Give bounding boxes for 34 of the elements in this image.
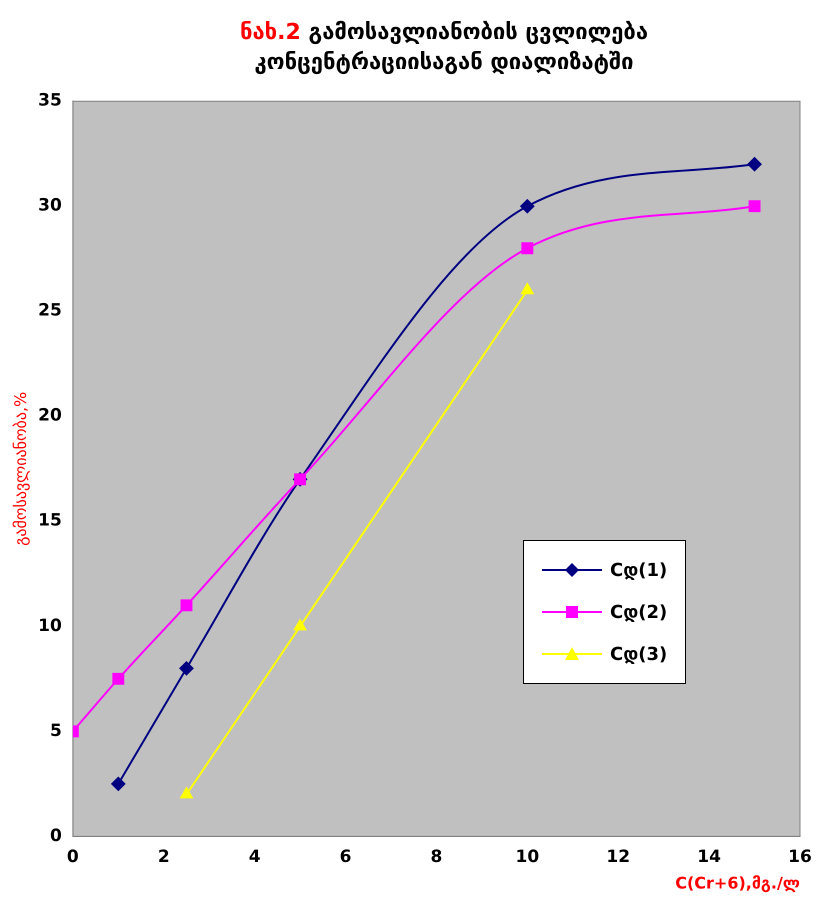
- legend-label: Cდ(3): [610, 644, 668, 664]
- x-tick-label: 8: [430, 847, 442, 868]
- x-tick-label: 0: [66, 847, 79, 868]
- point: [520, 199, 534, 214]
- x-tick-label: 14: [697, 847, 722, 868]
- x-tick-label: 12: [606, 847, 630, 868]
- y-tick-label: 5: [50, 720, 62, 741]
- point: [521, 242, 534, 254]
- point: [521, 283, 534, 294]
- x-tick-label: 6: [340, 847, 352, 868]
- y-tick-label: 35: [38, 90, 62, 111]
- chart-title: ნახ.2 გამოსავლიანობის ცვლილება კონცენტრაციისაგან დიალიზატში: [240, 20, 648, 75]
- point: [180, 599, 192, 612]
- x-axis-title: C(Cr+6),მგ./ლ: [675, 874, 800, 893]
- point: [112, 672, 124, 685]
- x-tick-label: 2: [158, 847, 170, 868]
- x-tick-label: 4: [248, 847, 261, 868]
- y-tick-label: 15: [38, 510, 62, 531]
- point: [748, 200, 761, 212]
- x-tick-label: 10: [515, 847, 540, 868]
- point: [294, 619, 306, 630]
- legend-label: Cდ(1): [610, 560, 668, 580]
- y-tick-label: 20: [38, 406, 62, 426]
- y-tick-label: 25: [38, 300, 62, 321]
- x-tick-label: 16: [788, 847, 812, 868]
- y-tick-label: 30: [38, 196, 62, 216]
- y-tick-label: 10: [38, 616, 62, 636]
- y-tick-label: 0: [50, 826, 62, 846]
- point: [179, 661, 194, 676]
- y-axis-title: გამოსავლიანობა,%: [10, 392, 30, 546]
- point: [111, 776, 126, 791]
- point: [748, 157, 762, 172]
- point: [180, 787, 193, 798]
- legend-label: Cდ(2): [610, 602, 668, 622]
